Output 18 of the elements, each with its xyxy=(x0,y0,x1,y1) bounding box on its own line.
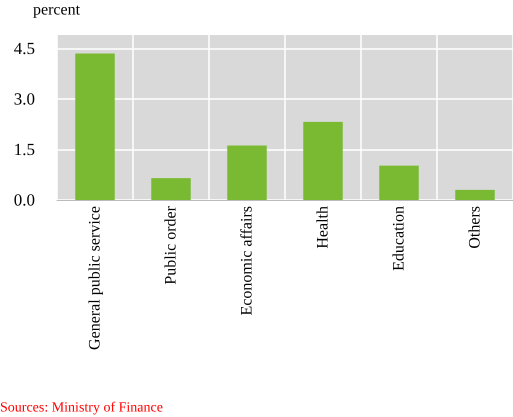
y-tick-label: 1.5 xyxy=(14,140,35,159)
y-axis-title: percent xyxy=(33,2,81,18)
x-tick-label: Others xyxy=(466,206,484,249)
x-tick-label: Education xyxy=(390,206,408,271)
x-tick-label: Economic affairs xyxy=(238,206,256,316)
source-note: Sources: Ministry of Finance xyxy=(0,400,163,416)
x-tick-label: Public order xyxy=(162,205,180,285)
bar xyxy=(379,166,419,200)
y-tick-label: 4.5 xyxy=(14,38,35,58)
bar xyxy=(227,145,267,200)
y-tick-label: 0.0 xyxy=(14,190,35,210)
x-tick-label: Health xyxy=(314,206,332,249)
bar xyxy=(455,190,495,200)
y-tick-label: 3.0 xyxy=(14,89,35,108)
bar xyxy=(303,122,343,200)
bar xyxy=(151,178,191,200)
bar xyxy=(75,54,115,200)
x-tick-label: General public service xyxy=(86,206,104,350)
